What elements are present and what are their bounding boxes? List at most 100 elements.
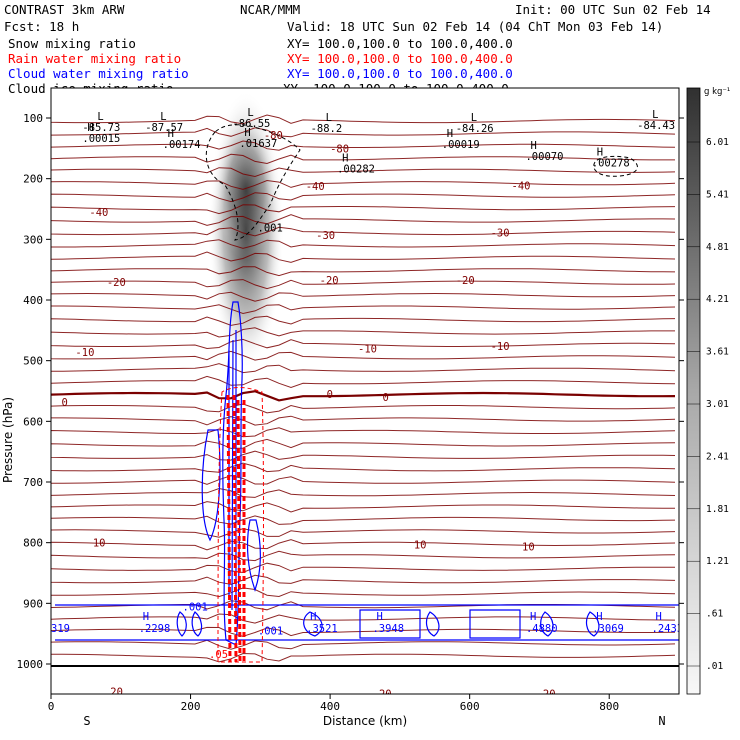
plot-frame xyxy=(50,87,680,695)
isotherm-line xyxy=(51,140,676,151)
temperature-label: -30 xyxy=(316,230,335,242)
temperature-label: -10 xyxy=(491,341,510,353)
isotherm-line xyxy=(51,475,676,485)
field-rain: Rain water mixing ratio xyxy=(8,51,181,66)
ice-high-marker: H xyxy=(447,128,453,140)
xy-rain: XY= 100.0,100.0 to 100.0,400.0 xyxy=(287,51,513,66)
colorbar-label: 6.01 xyxy=(706,137,729,148)
ice-high-marker: H xyxy=(244,127,250,139)
isotherm-line xyxy=(51,315,676,326)
isotherm-line xyxy=(51,403,676,414)
y-tick-label: 900 xyxy=(23,597,43,610)
cloud-water-high-value: .3069 xyxy=(592,623,624,635)
isotherm-line xyxy=(51,226,676,237)
field-cloud-water: Cloud water mixing ratio xyxy=(8,66,189,81)
rain-label: .05 xyxy=(209,649,228,661)
isotherm-line xyxy=(51,167,676,178)
isotherm-line xyxy=(51,539,676,551)
temperature-label: -20 xyxy=(456,275,475,287)
isotherm-line xyxy=(51,613,676,624)
isotherm-line xyxy=(51,587,676,598)
cloud-water-high-marker: H xyxy=(143,611,149,623)
isotherm-line xyxy=(51,266,676,277)
xy-snow: XY= 100.0,100.0 to 100.0,400.0 xyxy=(287,36,513,51)
isotherm-line xyxy=(51,515,676,525)
low-marker: L xyxy=(326,112,332,124)
temperature-label: -40 xyxy=(306,181,325,193)
isotherm-line xyxy=(51,652,676,663)
cloud-water-high-marker: H xyxy=(596,611,602,623)
colorbar-label: 3.61 xyxy=(706,347,729,358)
isotherm-line xyxy=(51,291,676,302)
temperature-label: -30 xyxy=(491,228,510,240)
isotherm-line xyxy=(51,427,676,438)
cloud-water-high-marker: H xyxy=(530,611,536,623)
cloud-ice-contours xyxy=(205,124,638,241)
isotherm-line xyxy=(51,251,676,263)
ice-high-marker: H xyxy=(168,128,174,140)
cloud-water-label: .001 xyxy=(183,601,208,613)
temperature-label: 0 xyxy=(61,397,67,409)
ice-high-value: .00019 xyxy=(442,139,480,151)
cloud-water-high-value: .3521 xyxy=(306,623,338,635)
snow-labels: .001 xyxy=(258,222,283,234)
colorbar-label: 2.41 xyxy=(706,451,729,462)
isotherm-line xyxy=(51,114,676,125)
y-tick-label: 800 xyxy=(23,537,43,550)
temperature-label: -20 xyxy=(107,277,126,289)
temperature-label: -40 xyxy=(89,207,108,219)
cloud-water-labels: 319H.2298H.3521H.3948H.4880H.3069H.2433.… xyxy=(51,601,684,637)
temperature-label: -10 xyxy=(358,344,377,356)
ice-high-marker: H xyxy=(597,146,603,158)
ice-high-marker: H xyxy=(87,122,93,134)
isotherm-line xyxy=(51,528,676,538)
ice-high-value: .00070 xyxy=(525,151,563,163)
isotherm-line xyxy=(51,350,676,361)
isotherm-line xyxy=(51,462,676,473)
isotherm-line xyxy=(51,214,676,226)
x-axis-start-label: S xyxy=(83,714,90,728)
isotherm-line xyxy=(51,626,676,637)
low-marker: L xyxy=(471,112,477,124)
temperature-label: -40 xyxy=(512,180,531,192)
temperature-label: -80 xyxy=(330,143,349,155)
cloud-water-high-value: .3948 xyxy=(372,623,404,635)
xy-cloud-water: XY= 100.0,100.0 to 100.0,400.0 xyxy=(287,66,513,81)
ice-high-marker: H xyxy=(342,152,348,164)
isotherm-line xyxy=(51,574,676,585)
ice-high-marker: H xyxy=(530,140,536,152)
low-labels: L-85.73L-87.57L-86.55L-88.2L-84.26L-84.4… xyxy=(82,107,675,135)
isotherm-line xyxy=(51,501,675,513)
colorbar-label: 4.81 xyxy=(706,242,729,253)
isotherm-line xyxy=(51,390,676,402)
x-axis-end-label: N xyxy=(658,714,665,728)
y-tick-label: 100 xyxy=(23,112,43,125)
isotherm-line xyxy=(51,239,676,249)
low-marker: L xyxy=(97,111,103,123)
temperature-contours xyxy=(51,114,676,663)
low-marker: L xyxy=(247,107,253,119)
isotherm-line xyxy=(51,487,676,498)
rain-contours xyxy=(217,387,264,663)
isotherm-line xyxy=(51,127,676,138)
snow-plume-core xyxy=(216,120,276,260)
isotherm-line xyxy=(51,338,676,350)
cloud-water-high-marker: H xyxy=(656,611,662,623)
temperature-label: -80 xyxy=(264,130,283,142)
isotherm-line xyxy=(51,279,676,290)
ice-high-value: .01637 xyxy=(239,138,277,150)
low-value: -84.43 xyxy=(637,120,675,132)
isotherm-line xyxy=(51,639,676,650)
ice-high-value: .00282 xyxy=(337,163,375,175)
low-value: -84.26 xyxy=(456,123,494,135)
temperature-labels: -80 -80 -40 -40 -40 -30 -30 -20 -20 -20 -10 -10 -10 0… xyxy=(61,130,555,701)
cloud-water-high-value: .2433 xyxy=(652,623,684,635)
temperature-label: 20 xyxy=(379,689,392,701)
low-value: -86.55 xyxy=(232,118,270,130)
isotherm-line xyxy=(51,304,676,315)
cloud-water-high-value: .4880 xyxy=(526,623,558,635)
isotherm-line xyxy=(51,550,676,562)
x-tick-label: 800 xyxy=(599,700,619,713)
